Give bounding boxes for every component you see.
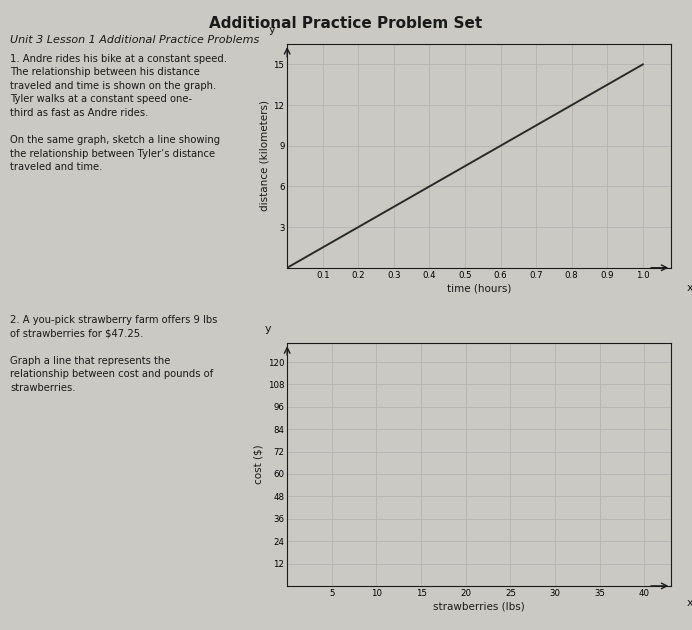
X-axis label: time (hours): time (hours): [447, 284, 511, 294]
Text: y: y: [264, 324, 271, 334]
X-axis label: strawberries (lbs): strawberries (lbs): [433, 602, 525, 612]
Text: x: x: [686, 598, 692, 608]
Text: Additional Practice Problem Set: Additional Practice Problem Set: [210, 16, 482, 31]
Text: x: x: [686, 284, 692, 294]
Text: Unit 3 Lesson 1 Additional Practice Problems: Unit 3 Lesson 1 Additional Practice Prob…: [10, 35, 260, 45]
Text: 1. Andre rides his bike at a constant speed.
The relationship between his distan: 1. Andre rides his bike at a constant sp…: [10, 54, 228, 173]
Y-axis label: distance (kilometers): distance (kilometers): [260, 100, 269, 212]
Text: 2. A you-pick strawberry farm offers 9 lbs
of strawberries for $47.25.

Graph a : 2. A you-pick strawberry farm offers 9 l…: [10, 315, 218, 393]
Y-axis label: cost ($): cost ($): [254, 445, 264, 484]
Text: y: y: [268, 25, 275, 35]
